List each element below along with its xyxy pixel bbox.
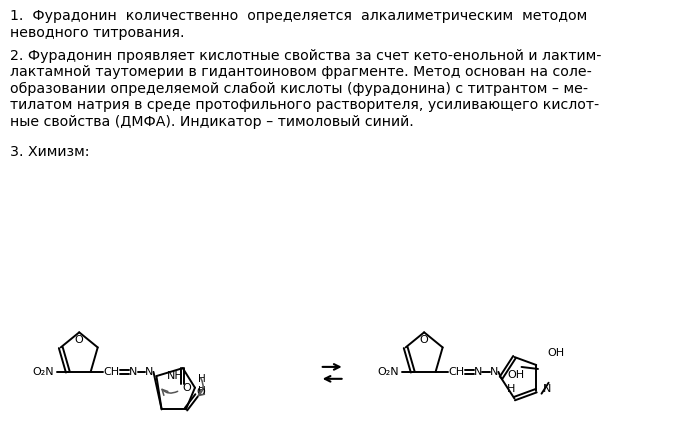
Text: образовании определяемой слабой кислоты (фурадонина) с титрантом – ме-: образовании определяемой слабой кислоты … — [10, 82, 588, 96]
Text: O: O — [420, 335, 429, 345]
Text: лактамной таутомерии в гидантоиновом фрагменте. Метод основан на соле-: лактамной таутомерии в гидантоиновом фра… — [10, 66, 592, 79]
Text: 3. Химизм:: 3. Химизм: — [10, 145, 90, 160]
Text: H: H — [507, 384, 515, 394]
Text: O: O — [197, 388, 206, 397]
Text: N: N — [542, 384, 551, 394]
Text: N: N — [490, 367, 498, 377]
Text: O: O — [75, 335, 84, 345]
Text: 1.  Фурадонин  количественно  определяется  алкалиметрическим  методом: 1. Фурадонин количественно определяется … — [10, 9, 587, 23]
Text: H: H — [198, 386, 206, 396]
Text: OH: OH — [547, 348, 564, 358]
Text: неводного титрования.: неводного титрования. — [10, 26, 185, 40]
Text: O₂N: O₂N — [377, 367, 399, 377]
Text: OH: OH — [508, 370, 525, 380]
Text: O₂N: O₂N — [32, 367, 53, 377]
Text: тилатом натрия в среде протофильного растворителя, усиливающего кислот-: тилатом натрия в среде протофильного рас… — [10, 98, 600, 112]
Text: ные свойства (ДМФА). Индикатор – тимоловый синий.: ные свойства (ДМФА). Индикатор – тимолов… — [10, 115, 414, 129]
Text: N: N — [129, 367, 137, 377]
Text: H: H — [198, 374, 206, 384]
Text: CH: CH — [449, 367, 465, 377]
Text: N: N — [145, 367, 153, 377]
Text: N: N — [474, 367, 482, 377]
Text: O: O — [183, 383, 191, 393]
Text: NH: NH — [167, 371, 184, 381]
Text: CH: CH — [104, 367, 120, 377]
Text: 2. Фурадонин проявляет кислотные свойства за счет кето-енольной и лактим-: 2. Фурадонин проявляет кислотные свойств… — [10, 49, 602, 63]
